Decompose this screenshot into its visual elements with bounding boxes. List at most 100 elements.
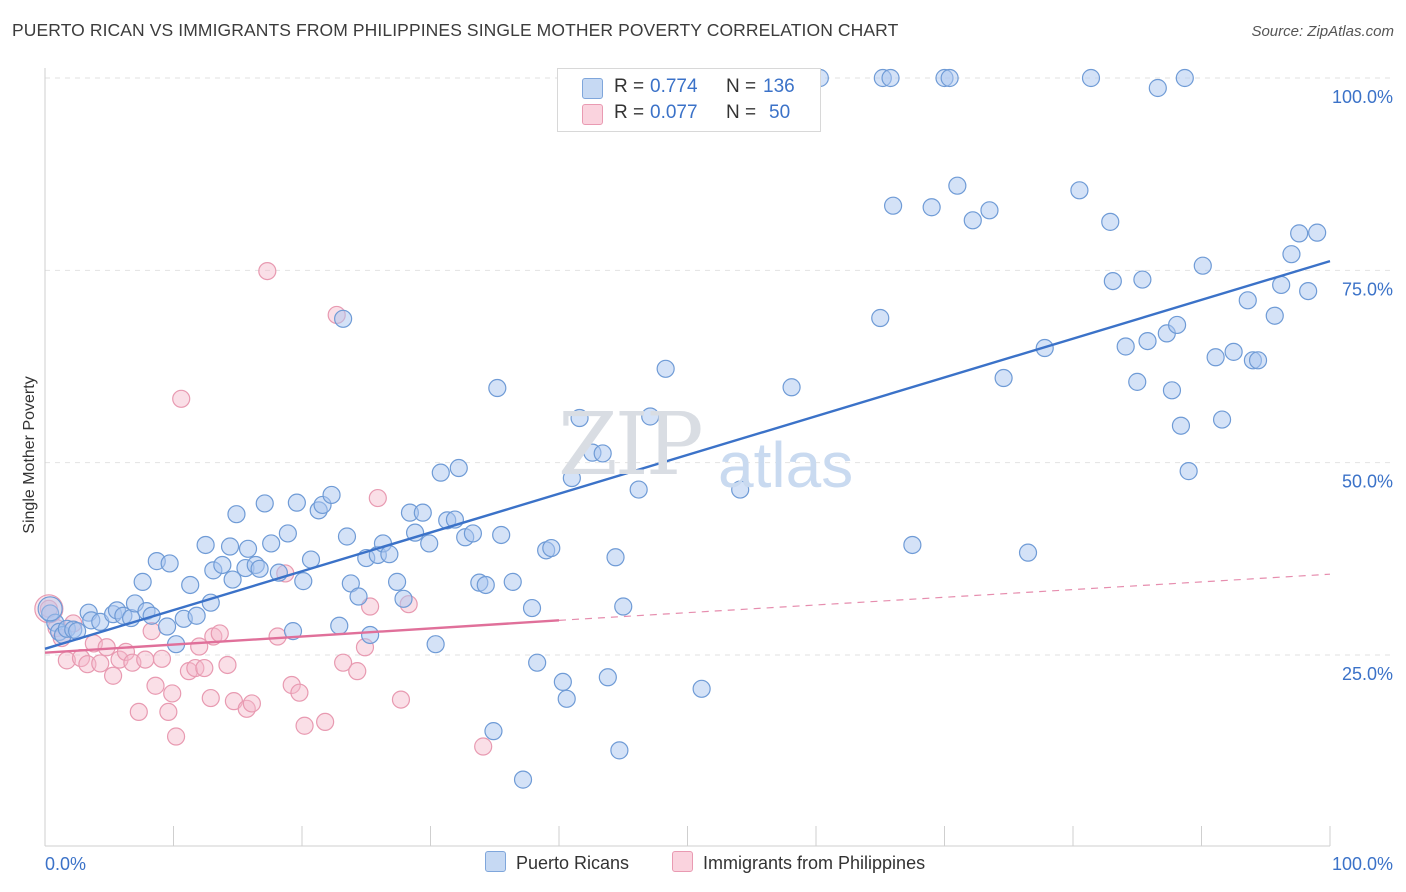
puerto-rican-point — [570, 408, 589, 428]
puerto-rican-point — [157, 617, 177, 636]
philippines-trend-line — [44, 619, 560, 654]
puerto-rican-point — [881, 68, 900, 88]
philippines-point — [78, 655, 97, 674]
puerto-rican-point — [387, 572, 407, 591]
puerto-rican-point — [227, 505, 246, 524]
puerto-rican-point — [361, 625, 380, 645]
puerto-rican-point — [1248, 351, 1268, 370]
philippines-point — [195, 658, 214, 678]
puerto-rican-point — [463, 524, 483, 543]
philippines-trend-extension — [558, 573, 1331, 621]
puerto-rican-point — [1138, 332, 1157, 351]
legend-swatch-pink — [582, 104, 603, 125]
legend: R = 0.774 N = 136 R = 0.077 N = 50 — [557, 68, 821, 132]
philippines-point — [348, 662, 367, 681]
puerto-rican-point — [1103, 271, 1122, 291]
puerto-rican-point — [980, 201, 999, 220]
puerto-rican-point — [181, 575, 200, 595]
puerto-rican-point — [413, 503, 432, 522]
philippines-point — [316, 712, 335, 732]
legend-swatch-blue — [582, 78, 603, 99]
philippines-point — [282, 675, 301, 695]
philippines-point — [242, 694, 261, 713]
puerto-rican-point — [1116, 337, 1135, 356]
puerto-rican-point — [1265, 306, 1284, 325]
puerto-rican-point — [484, 722, 503, 741]
puerto-rican-point — [1179, 462, 1198, 481]
puerto-rican-point — [223, 570, 242, 589]
puerto-rican-point — [963, 211, 982, 230]
puerto-rican-point — [1171, 416, 1191, 435]
puerto-rican-point — [449, 458, 468, 478]
puerto-rican-point — [903, 535, 922, 555]
x-tick-labels: 0.0% 100.0% — [45, 854, 1393, 874]
philippines-point — [163, 684, 182, 703]
puerto-rican-point — [598, 668, 617, 687]
puerto-rican-point — [656, 359, 675, 378]
puerto-rican-point — [1133, 270, 1152, 289]
philippines-point — [159, 702, 178, 722]
puerto-rican-point — [1128, 372, 1147, 391]
puerto-rican-point — [213, 555, 232, 575]
puerto-rican-point — [940, 68, 959, 88]
puerto-rican-point — [513, 770, 533, 789]
puerto-rican-point — [1282, 245, 1301, 264]
puerto-rican-point — [528, 653, 547, 672]
y-tick-label: 25.0% — [1342, 664, 1393, 684]
y-tick-labels: 25.0% 50.0% 75.0% 100.0% — [1332, 87, 1393, 684]
puerto-rican-point — [294, 572, 313, 591]
puerto-rican-point — [220, 537, 240, 556]
puerto-rican-point — [1272, 275, 1291, 295]
legend-r-label: R = — [614, 102, 645, 123]
puerto-rican-point — [922, 198, 941, 217]
philippines-point — [136, 650, 155, 669]
puerto-rican-point — [133, 572, 152, 591]
puerto-rican-point — [287, 493, 306, 512]
puerto-rican-point — [522, 598, 542, 618]
puerto-rican-point — [994, 368, 1013, 388]
puerto-ricans-points — [37, 68, 1327, 789]
bottom-legend-swatch-blue — [485, 851, 506, 872]
puerto-rican-point — [542, 538, 561, 558]
puerto-rican-point — [334, 309, 353, 328]
puerto-rican-point — [692, 679, 711, 698]
puerto-rican-point-cluster — [37, 596, 63, 622]
puerto-rican-point — [557, 689, 576, 708]
legend-n-value: 136 — [763, 76, 795, 97]
puerto-rican-point — [562, 468, 581, 488]
philippines-point — [201, 688, 220, 708]
puerto-rican-point — [262, 534, 281, 553]
watermark-atlas: atlas — [718, 429, 854, 501]
puerto-rican-point — [1238, 291, 1257, 310]
puerto-rican-point — [337, 527, 357, 546]
puerto-rican-point — [322, 485, 341, 505]
puerto-rican-point — [1308, 223, 1327, 242]
puerto-rican-point — [278, 524, 297, 543]
puerto-rican-point — [1162, 381, 1182, 400]
bottom-legend-label: Immigrants from Philippines — [703, 853, 926, 873]
philippines-point — [152, 649, 172, 668]
puerto-rican-point — [476, 575, 495, 595]
legend-r-label: R = — [614, 76, 645, 97]
philippines-point — [210, 624, 229, 643]
trend-lines — [44, 259, 1331, 654]
puerto-rican-point — [250, 559, 269, 578]
puerto-rican-point — [1167, 315, 1187, 335]
puerto-rican-point — [426, 635, 445, 654]
puerto-ricans-trend-line — [44, 259, 1331, 650]
puerto-rican-point — [1290, 224, 1309, 243]
puerto-rican-point — [1299, 281, 1318, 301]
bottom-legend-swatch-pink — [672, 851, 693, 872]
watermark-zip: ZIP — [558, 395, 704, 495]
philippines-point — [146, 676, 165, 695]
puerto-rican-point — [606, 548, 625, 567]
chart-title: PUERTO RICAN VS IMMIGRANTS FROM PHILIPPI… — [12, 20, 899, 40]
puerto-rican-point — [593, 444, 612, 463]
puerto-rican-point — [1018, 543, 1038, 562]
legend-n-label: N = — [726, 102, 757, 123]
philippines-point — [172, 389, 191, 408]
y-axis-label: Single Mother Poverty — [21, 376, 38, 534]
legend-r-value: 0.077 — [650, 102, 698, 123]
puerto-rican-point — [731, 480, 750, 499]
puerto-rican-point — [330, 616, 349, 635]
